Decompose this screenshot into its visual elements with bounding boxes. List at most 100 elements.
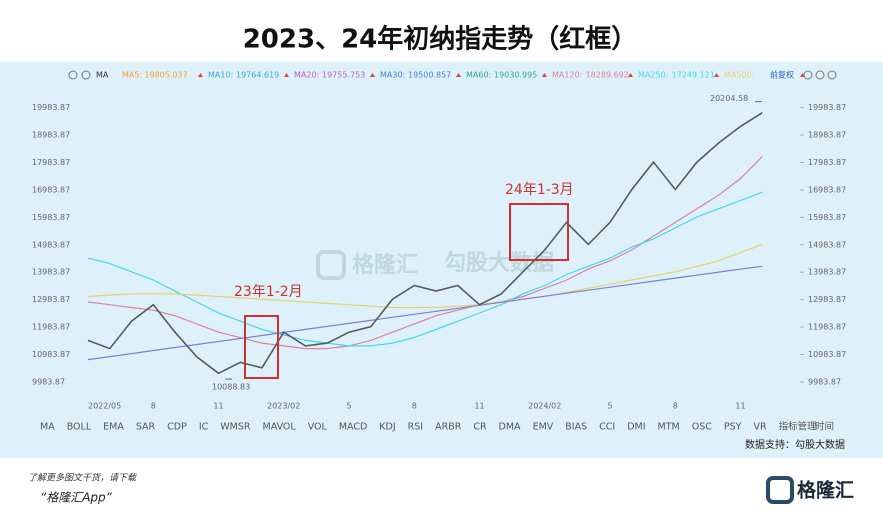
legend-value: 19764.619: [236, 71, 279, 80]
chart-panel: [0, 62, 883, 458]
high-label: 20204.58: [710, 94, 748, 103]
indicator-tab[interactable]: BOLL: [67, 422, 92, 433]
line: [87, 243, 763, 309]
indicator-tab[interactable]: DMI: [627, 422, 645, 433]
legend-arrow: [714, 73, 719, 77]
legend-name: MA5:: [122, 71, 142, 80]
y-tick-label: 15983.87: [32, 213, 70, 222]
y-tick-label: 9983.87: [32, 377, 65, 386]
line: [87, 265, 763, 361]
y-tick-label-right: 15983.87: [808, 213, 846, 222]
indicator-tab[interactable]: OSC: [692, 422, 713, 433]
indicator-tab[interactable]: SAR: [136, 422, 156, 433]
x-tick-label: 8: [673, 402, 678, 411]
x-tick-label: 8: [412, 402, 417, 411]
y-tick-label: 12983.87: [32, 295, 70, 304]
indicator-tab[interactable]: PSY: [724, 422, 742, 433]
legend-name: MA250:: [638, 71, 668, 80]
indicator-tab[interactable]: KDJ: [379, 422, 395, 433]
y-tick-label-right: 12983.87: [808, 295, 846, 304]
indicator-tab[interactable]: CCI: [599, 422, 615, 433]
line: [87, 191, 763, 347]
low-label: 10088.83: [212, 383, 250, 392]
indicator-tab[interactable]: 指标管理: [779, 421, 818, 433]
indicator-tab[interactable]: VR: [753, 422, 766, 433]
legend-arrow: [800, 73, 805, 77]
indicator-tab[interactable]: WMSR: [220, 422, 251, 433]
x-tick-label: 5: [346, 402, 351, 411]
indicator-tab[interactable]: RSI: [408, 422, 423, 433]
y-tick-label-right: 14983.87: [808, 240, 846, 249]
watermark: 格隆汇 勾股大数据: [316, 250, 554, 280]
annotation: 23年1-2月: [234, 284, 303, 300]
legend-value: 17249.121: [672, 71, 715, 80]
x-tick-label: 11: [735, 402, 745, 411]
indicator-tab[interactable]: CDP: [167, 422, 187, 433]
legend-arrow: [542, 73, 547, 77]
y-tick-label: 19983.87: [32, 103, 70, 112]
indicator-tab[interactable]: EMA: [103, 422, 124, 433]
legend-arrow: [628, 73, 633, 77]
line: [87, 112, 763, 375]
legend-value: 19030.995: [494, 71, 537, 80]
legend-value: 19500.857: [408, 71, 451, 80]
indicator-tab[interactable]: MACD: [339, 422, 367, 433]
annotation: 24年1-3月: [505, 182, 574, 198]
indicator-tab[interactable]: MTM: [658, 422, 680, 433]
legend-name: MA60:: [466, 71, 491, 80]
y-tick-label: 13983.87: [32, 268, 70, 277]
price-adjust[interactable]: 前复权: [770, 70, 794, 80]
legend-name: MA500:: [724, 71, 754, 80]
x-tick-label: 2023/02: [267, 402, 300, 411]
indicator-tab[interactable]: DMA: [499, 422, 522, 433]
y-tick-label-right: 18983.87: [808, 131, 846, 140]
y-tick-label: 18983.87: [32, 131, 70, 140]
indicator-tab[interactable]: CR: [473, 422, 487, 433]
toolbar-icons: [68, 70, 837, 80]
chart-title: 2023、24年初纳指走势（红框）: [243, 24, 638, 55]
legend-value: 19755.753: [322, 71, 365, 80]
y-tick-label: 16983.87: [32, 185, 70, 194]
y-tick-label-right: 10983.87: [808, 350, 846, 359]
y-tick-label: 11983.87: [32, 323, 70, 332]
indicator-tab[interactable]: IC: [199, 422, 209, 433]
watermark-text: 格隆汇: [352, 252, 418, 278]
indicator-tab[interactable]: BIAS: [565, 422, 587, 433]
x-tick-label: 11: [213, 402, 223, 411]
y-tick-label-right: 16983.87: [808, 185, 846, 194]
legend-head: MA: [96, 71, 109, 80]
logo-text: 格隆汇: [797, 479, 854, 502]
y-tick-label: 10983.87: [32, 350, 70, 359]
source: 数据支持：勾股大数据: [745, 438, 845, 451]
logo-icon: [766, 476, 794, 504]
highlight-box: [244, 315, 279, 379]
line: [87, 156, 763, 350]
y-tick-label-right: 13983.87: [808, 268, 846, 277]
legend-arrow: [370, 73, 375, 77]
y-tick-label: 14983.87: [32, 240, 70, 249]
indicator-tab[interactable]: VOL: [308, 422, 328, 433]
y-tick-label-right: 9983.87: [808, 377, 841, 386]
indicator-tab[interactable]: ARBR: [435, 422, 462, 433]
x-tick-label: 5: [607, 402, 612, 411]
footer-text: 了解更多图文干货，请下载: [28, 473, 137, 484]
y-tick-label-right: 11983.87: [808, 323, 846, 332]
x-tick-label: 8: [151, 402, 156, 411]
y-tick-label-right: 19983.87: [808, 103, 846, 112]
y-tick-label: 17983.87: [32, 158, 70, 167]
indicator-tab[interactable]: EMV: [533, 422, 554, 433]
x-tick-label: 2024/02: [528, 402, 561, 411]
y-tick-label-right: 17983.87: [808, 158, 846, 167]
footer-text: “格隆汇App”: [40, 491, 113, 505]
highlight-box: [509, 203, 569, 261]
legend-name: MA10:: [208, 71, 233, 80]
legend-value: 18289.692: [586, 71, 629, 80]
indicator-tab[interactable]: MAVOL: [263, 422, 297, 433]
indicator-tab[interactable]: MA: [40, 422, 55, 433]
legend-name: MA120:: [552, 71, 582, 80]
legend-arrow: [284, 73, 289, 77]
legend-name: MA30:: [380, 71, 405, 80]
watermark-text: 勾股大数据: [444, 250, 554, 276]
